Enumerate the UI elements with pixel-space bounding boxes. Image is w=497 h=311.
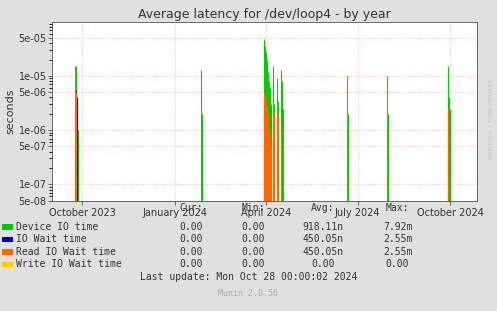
Text: 2.55m: 2.55m (383, 247, 413, 257)
Text: Read IO Wait time: Read IO Wait time (16, 247, 116, 257)
Text: Last update: Mon Oct 28 00:00:02 2024: Last update: Mon Oct 28 00:00:02 2024 (140, 272, 357, 282)
Text: Avg:: Avg: (311, 203, 335, 213)
Text: 0.00: 0.00 (179, 247, 203, 257)
Text: 0.00: 0.00 (179, 222, 203, 232)
Text: 0.00: 0.00 (386, 259, 410, 269)
Text: Min:: Min: (242, 203, 265, 213)
Text: Munin 2.0.56: Munin 2.0.56 (219, 290, 278, 298)
Text: 0.00: 0.00 (311, 259, 335, 269)
Text: 0.00: 0.00 (179, 259, 203, 269)
Text: 450.05n: 450.05n (303, 247, 343, 257)
Text: 2.55m: 2.55m (383, 234, 413, 244)
Text: IO Wait time: IO Wait time (16, 234, 87, 244)
Text: RRDTOOL / TOBI OETIKER: RRDTOOL / TOBI OETIKER (489, 78, 494, 159)
Text: Cur:: Cur: (179, 203, 203, 213)
Text: 918.11n: 918.11n (303, 222, 343, 232)
Text: 0.00: 0.00 (242, 259, 265, 269)
Y-axis label: seconds: seconds (6, 88, 16, 134)
Text: 0.00: 0.00 (242, 222, 265, 232)
Text: Max:: Max: (386, 203, 410, 213)
Text: 0.00: 0.00 (242, 247, 265, 257)
Text: Device IO time: Device IO time (16, 222, 98, 232)
Text: 0.00: 0.00 (242, 234, 265, 244)
Text: Write IO Wait time: Write IO Wait time (16, 259, 122, 269)
Text: 450.05n: 450.05n (303, 234, 343, 244)
Title: Average latency for /dev/loop4 - by year: Average latency for /dev/loop4 - by year (138, 7, 391, 21)
Text: 0.00: 0.00 (179, 234, 203, 244)
Text: 7.92m: 7.92m (383, 222, 413, 232)
